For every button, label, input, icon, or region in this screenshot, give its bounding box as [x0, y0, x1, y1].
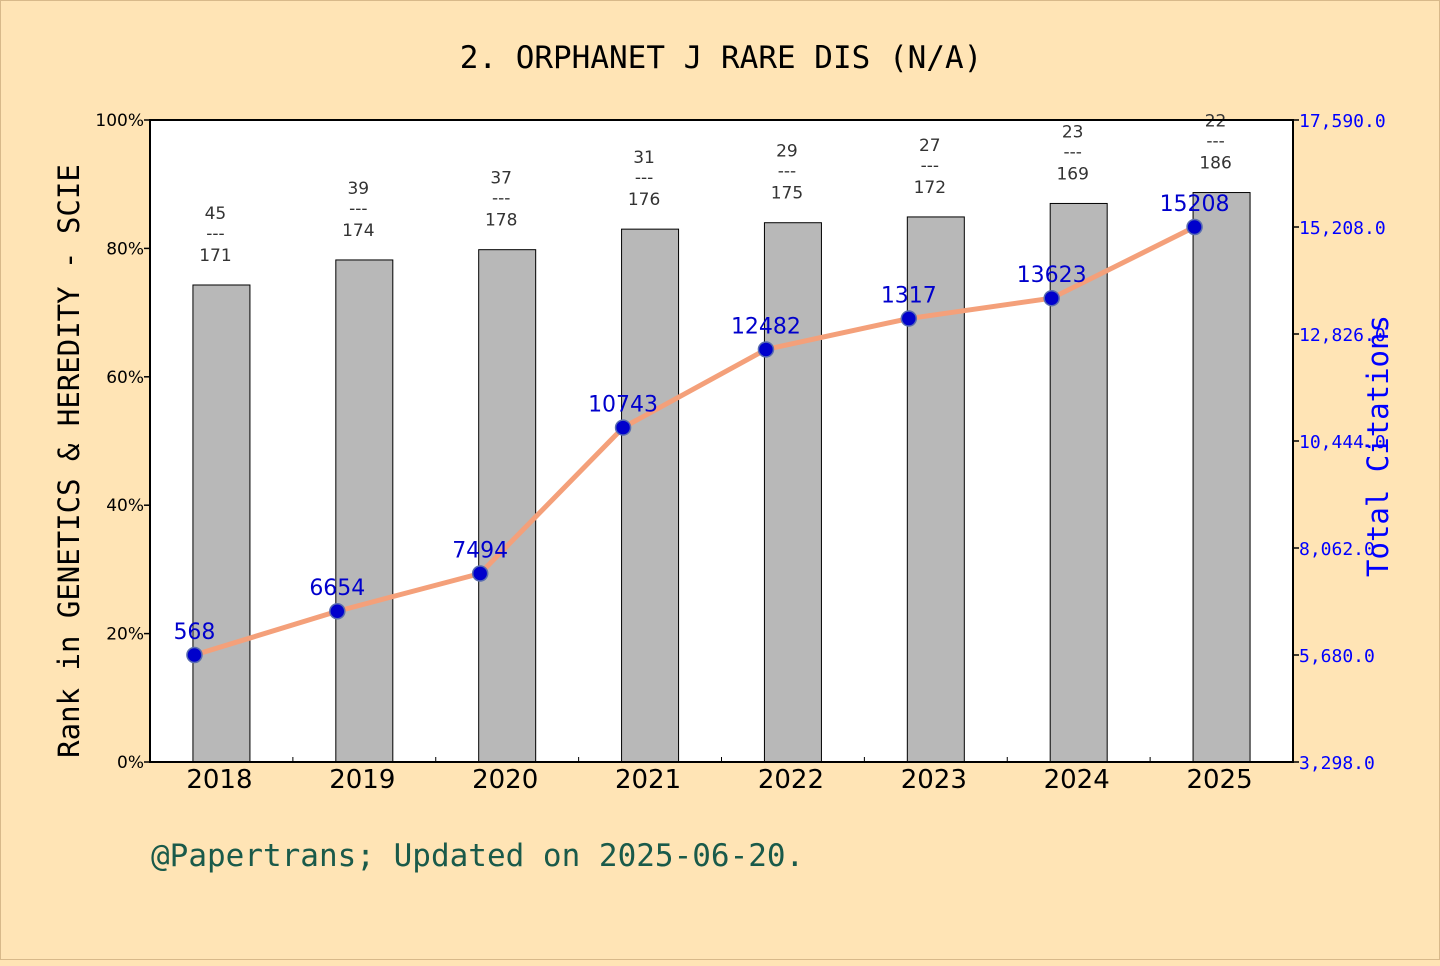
citations-line [191, 224, 1198, 658]
rank-label-top: 23 [1062, 122, 1084, 142]
rank-label-separator: --- [349, 199, 367, 219]
left-tick-label: 80% [106, 239, 144, 259]
left-tick-label: 0% [117, 753, 144, 773]
rank-label-2024: 23--- 169 [1056, 122, 1088, 184]
bar-2020 [478, 249, 537, 763]
rank-label-separator: --- [921, 156, 939, 176]
rank-label-top: 27 [919, 136, 941, 156]
left-tick-label: 20% [106, 625, 144, 645]
rank-label-separator: --- [206, 224, 224, 244]
right-tick-label: 8,062.0 [1299, 539, 1375, 560]
x-tick-label-2025: 2025 [1186, 765, 1252, 795]
bar-2018 [192, 284, 251, 763]
rank-label-top: 39 [347, 179, 369, 199]
plot-area [150, 120, 1293, 762]
citation-label-2020: 7494 [452, 539, 508, 564]
y-axis-right-label: Total Citations [1361, 315, 1395, 577]
rank-label-2018: 45--- 171 [199, 204, 231, 266]
rank-label-bottom: 186 [1199, 154, 1231, 174]
right-tick-label: 17,590.0 [1299, 111, 1386, 132]
footer-note: @Papertrans; Updated on 2025-06-20. [151, 838, 804, 874]
rank-label-2020: 37--- 178 [485, 169, 517, 231]
rank-label-separator: --- [1206, 132, 1224, 152]
rank-label-2022: 29--- 175 [771, 142, 803, 204]
rank-label-bottom: 178 [485, 211, 517, 231]
y-axis-left-label: Rank in GENETICS & HEREDITY - SCIE [52, 164, 86, 758]
bar-2022 [763, 222, 822, 763]
bar-2021 [621, 228, 680, 763]
x-tick-label-2022: 2022 [758, 765, 824, 795]
rank-label-bottom: 169 [1056, 164, 1088, 184]
rank-label-bottom: 174 [342, 221, 374, 241]
citation-label-2024: 13623 [1017, 263, 1087, 288]
rank-label-separator: --- [635, 168, 653, 188]
citation-label-2025: 15208 [1160, 192, 1230, 217]
rank-label-2025: 22--- 186 [1199, 112, 1231, 174]
x-tick-label-2018: 2018 [186, 765, 252, 795]
rank-label-separator: --- [1063, 142, 1081, 162]
citation-label-2022: 12482 [731, 314, 801, 339]
x-tick-label-2019: 2019 [329, 765, 395, 795]
citation-point-2025 [1186, 218, 1203, 236]
rank-label-top: 45 [205, 204, 227, 224]
rank-label-separator: --- [778, 162, 796, 182]
left-tick-label: 60% [106, 368, 144, 388]
rank-label-bottom: 171 [199, 246, 231, 266]
citation-point-2021 [614, 419, 632, 436]
citation-point-2023 [900, 310, 918, 327]
citation-point-2018 [186, 646, 203, 664]
bar-2025 [1192, 192, 1251, 763]
rank-label-top: 31 [633, 148, 655, 168]
right-tick-label: 5,680.0 [1299, 646, 1375, 667]
chart-title: 2. ORPHANET J RARE DIS (N/A) [460, 40, 983, 76]
citation-point-2024 [1043, 289, 1060, 307]
rank-label-top: 37 [490, 169, 512, 189]
x-tick-label-2021: 2021 [615, 765, 681, 795]
rank-label-bottom: 172 [914, 178, 946, 198]
citation-label-2018: 568 [173, 620, 215, 645]
left-tick-label: 100% [95, 111, 144, 131]
x-tick-label-2023: 2023 [901, 765, 967, 795]
bar-2023 [906, 216, 965, 763]
right-tick-label: 10,444.0 [1299, 432, 1386, 453]
x-tick-label-2024: 2024 [1044, 765, 1110, 795]
bar-2019 [335, 259, 394, 763]
rank-label-2019: 39--- 174 [342, 179, 374, 241]
citation-label-2023: 1317 [881, 284, 937, 309]
left-tick-label: 40% [106, 496, 144, 516]
citation-point-2020 [471, 565, 489, 582]
right-tick-label: 3,298.0 [1299, 753, 1375, 774]
right-tick-label: 12,826.0 [1299, 325, 1386, 346]
rank-label-2021: 31--- 176 [628, 148, 660, 210]
rank-label-bottom: 175 [771, 184, 803, 204]
rank-label-2023: 27--- 172 [914, 136, 946, 198]
x-tick-label-2020: 2020 [472, 765, 538, 795]
rank-label-top: 29 [776, 142, 798, 162]
citation-label-2021: 10743 [588, 393, 658, 418]
citation-point-2019 [329, 602, 346, 620]
rank-label-bottom: 176 [628, 190, 660, 210]
rank-label-separator: --- [492, 189, 510, 209]
rank-label-top: 22 [1205, 112, 1227, 132]
citation-label-2019: 6654 [309, 576, 365, 601]
citation-point-2022 [757, 341, 775, 358]
right-tick-label: 15,208.0 [1299, 218, 1386, 239]
